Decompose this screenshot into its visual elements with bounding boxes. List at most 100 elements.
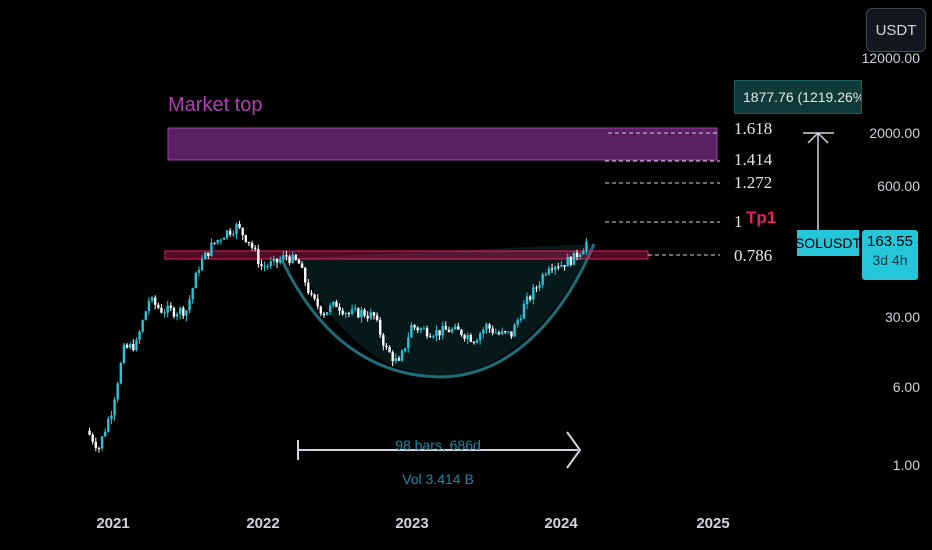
candle-body — [407, 337, 410, 349]
candle-body — [538, 284, 541, 288]
candle-body — [188, 299, 191, 311]
candle-body — [241, 227, 244, 236]
candle-body — [391, 352, 394, 362]
candle-body — [247, 241, 251, 243]
candle-body — [125, 344, 129, 348]
candle-body — [97, 447, 101, 449]
candle-body — [285, 255, 288, 257]
candle-body — [344, 312, 348, 315]
candle-body — [422, 328, 426, 330]
candle-body — [219, 239, 223, 241]
candle-body — [572, 252, 576, 265]
candle-body — [332, 301, 335, 306]
candle-body — [466, 335, 469, 339]
candle-body — [213, 242, 216, 244]
time-axis-label: 2022 — [246, 515, 280, 532]
symbol-tag[interactable]: SOLUSDT — [795, 230, 861, 256]
candle-body — [266, 265, 269, 267]
candle-body — [378, 319, 382, 335]
candle-body — [382, 334, 385, 346]
candle-body — [563, 264, 566, 267]
fib-level-label: 1.618 — [734, 119, 773, 138]
candle-body — [141, 320, 144, 332]
candle-body — [175, 313, 179, 317]
candle-body — [535, 287, 538, 289]
candle-body — [444, 325, 448, 330]
candle-body — [244, 235, 248, 242]
candle-body — [107, 418, 110, 432]
candle-body — [88, 430, 91, 435]
fib-lines — [605, 132, 720, 256]
candle-body — [582, 250, 585, 255]
price-axis-label: 2000.00 — [869, 125, 920, 141]
candle-body — [341, 310, 344, 315]
candle-body — [497, 332, 501, 335]
candle-body — [525, 296, 529, 304]
candle-body — [528, 296, 532, 300]
candle-body — [463, 334, 466, 339]
candle-body — [197, 270, 201, 273]
candle-body — [250, 242, 254, 248]
candle-body — [269, 261, 273, 266]
candle-body — [288, 256, 291, 264]
candle-body — [260, 264, 263, 267]
candle-body — [510, 331, 513, 337]
candle-body — [132, 343, 135, 351]
resistance-zone — [164, 250, 649, 260]
measure-readout: 1877.76 (1219.26%) 18 — [734, 80, 862, 114]
candle-body — [191, 288, 194, 300]
time-axis-label: 2021 — [96, 515, 130, 532]
candle-body — [110, 415, 113, 419]
candle-body — [369, 312, 373, 319]
candle-body — [544, 274, 548, 276]
measure-tool — [297, 131, 834, 469]
candle-body — [569, 256, 573, 265]
candle-body — [135, 339, 138, 351]
candle-body — [257, 249, 260, 265]
last-price-tag: 163.55 3d 4h — [862, 230, 918, 280]
candle-body — [425, 328, 429, 337]
candle-body — [513, 324, 516, 337]
candle-body — [310, 293, 313, 295]
candle-body — [403, 348, 407, 351]
candle-body — [507, 331, 510, 333]
candle-body — [147, 300, 151, 312]
candle-body — [366, 315, 369, 319]
candle-body — [478, 333, 482, 341]
currency-button[interactable]: USDT — [866, 8, 926, 52]
candle-body — [560, 264, 563, 267]
time-axis-label: 2024 — [544, 515, 578, 532]
candle-body — [238, 223, 241, 228]
candle-body — [144, 311, 148, 321]
candle-body — [475, 340, 479, 343]
volume-label: Vol 3.414 B — [402, 471, 474, 487]
cup-curve — [280, 243, 596, 379]
candle-body — [169, 305, 173, 309]
candle-body — [375, 315, 379, 320]
fib-level-label: 1.414 — [734, 150, 773, 169]
candle-body — [194, 272, 198, 289]
candle-body — [350, 309, 354, 314]
candle-body — [469, 335, 473, 342]
time-axis-label: 2025 — [696, 515, 730, 532]
candle-body — [541, 274, 544, 285]
candle-body — [557, 266, 560, 268]
candle-body — [282, 255, 285, 260]
candle-body — [491, 328, 494, 333]
candle-body — [272, 258, 276, 262]
candle-body — [228, 230, 232, 235]
candle-body — [113, 399, 116, 416]
candle-body — [328, 305, 332, 313]
candle-body — [322, 313, 326, 316]
candle-body — [319, 306, 323, 314]
fib-level-label: 1 — [734, 212, 743, 231]
candle-body — [235, 223, 238, 235]
cup-pattern — [280, 243, 596, 379]
candle-body — [447, 329, 451, 333]
candle-body — [225, 230, 229, 238]
candle-body — [435, 330, 438, 337]
candle-body — [428, 336, 432, 338]
candle-body — [278, 259, 282, 263]
candle-body — [416, 327, 419, 331]
